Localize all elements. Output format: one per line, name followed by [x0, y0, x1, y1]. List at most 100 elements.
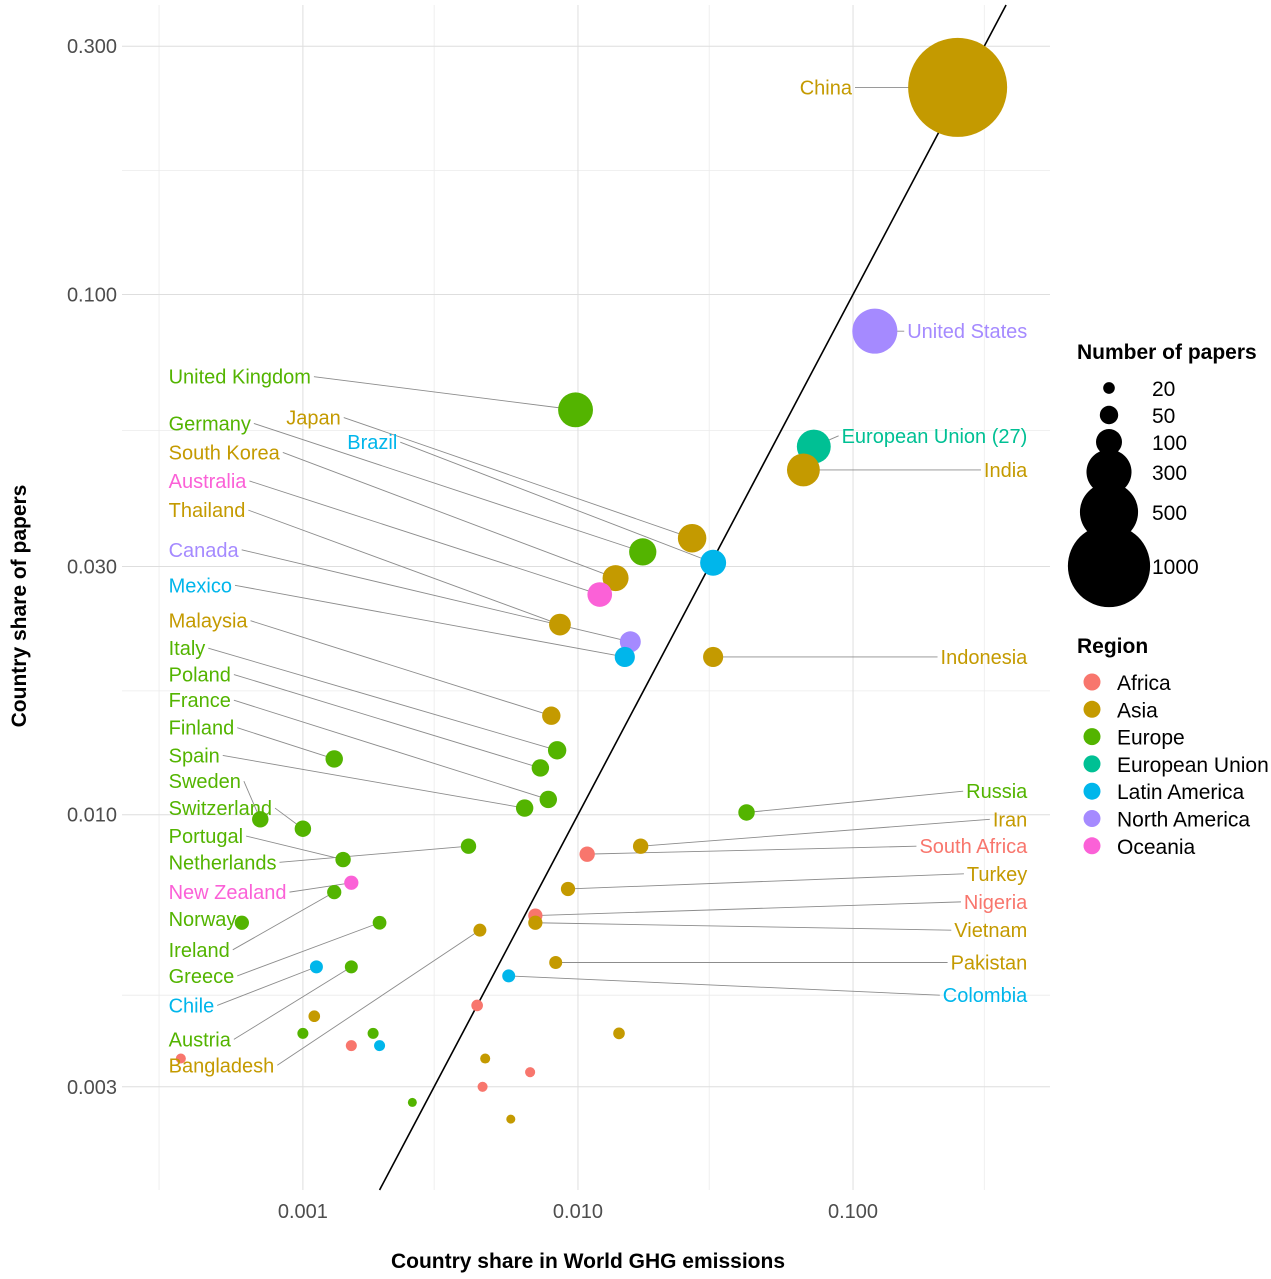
leader-nigeria — [535, 901, 961, 917]
label-italy: Italy — [169, 638, 206, 660]
axis-ticks: 0.001 0.010 0.100 0.003 0.010 0.030 0.100 0.300 — [67, 36, 878, 1223]
size-legend: Number of papers 20 50 100 300 500 1000 — [1067, 341, 1257, 608]
point-sweden — [252, 811, 269, 828]
size-legend-label: 1000 — [1152, 556, 1199, 579]
label-poland: Poland — [169, 665, 231, 687]
label-sweden: Sweden — [169, 771, 241, 793]
label-netherlands: Netherlands — [169, 852, 277, 874]
point-thailand — [549, 613, 571, 636]
region-legend-key — [1083, 728, 1101, 746]
region-legend-key — [1083, 755, 1101, 773]
point — [374, 1040, 386, 1052]
size-legend-key — [1099, 405, 1119, 425]
x-axis-title: Country share in World GHG emissions — [391, 1250, 785, 1273]
leader-turkey — [567, 873, 964, 890]
region-legend-key — [1083, 673, 1101, 691]
point — [525, 1067, 536, 1078]
size-legend-label: 100 — [1152, 432, 1187, 455]
point — [407, 1097, 417, 1107]
label-iran: Iran — [993, 809, 1027, 831]
label-spain: Spain — [169, 745, 220, 767]
point — [471, 999, 483, 1012]
point-germany — [629, 538, 657, 566]
leader-vietnam — [535, 922, 952, 931]
point-ireland — [327, 885, 342, 900]
grid — [122, 5, 1050, 1190]
label-china: China — [800, 77, 853, 99]
leader-ireland — [232, 891, 335, 951]
leader-iran — [640, 818, 990, 847]
label-canada: Canada — [169, 540, 240, 562]
label-ireland: Ireland — [169, 940, 230, 962]
label-austria: Austria — [169, 1029, 232, 1051]
leader-chile — [217, 966, 317, 1006]
point — [367, 1027, 379, 1039]
leader-finland — [237, 727, 335, 760]
point-japan — [677, 523, 707, 553]
size-legend-label: 300 — [1152, 462, 1187, 485]
region-legend-label: European Union — [1117, 754, 1269, 777]
leader-poland — [233, 674, 541, 769]
point-india — [786, 453, 820, 487]
point-norway — [234, 915, 249, 930]
size-legend-label: 20 — [1152, 378, 1175, 401]
size-legend-key — [1067, 524, 1151, 608]
region-legend-key — [1083, 810, 1101, 827]
size-legend-label: 50 — [1152, 405, 1175, 428]
label-turkey: Turkey — [967, 864, 1027, 886]
label-european-union-27: European Union (27) — [842, 426, 1028, 448]
label-switzerland: Switzerland — [169, 798, 272, 820]
point-finland — [325, 750, 343, 768]
label-mexico: Mexico — [169, 575, 232, 597]
leader-france — [233, 699, 549, 800]
label-france: France — [169, 690, 231, 712]
label-bangladesh: Bangladesh — [169, 1055, 275, 1077]
point-south-korea — [602, 565, 629, 592]
point-greece — [372, 915, 387, 930]
point-vietnam — [528, 915, 543, 930]
size-legend-key — [1103, 382, 1115, 394]
leader-new-zealand — [289, 882, 352, 893]
point-switzerland — [294, 820, 312, 837]
label-japan: Japan — [286, 408, 341, 430]
point — [297, 1027, 309, 1039]
point-bangladesh — [473, 923, 487, 937]
size-legend-key — [1096, 429, 1122, 455]
region-legend: Region Africa Asia Europe European Union Lat… — [1077, 635, 1269, 859]
label-norway: Norway — [169, 909, 237, 931]
point-pakistan — [549, 956, 563, 970]
point-france — [539, 790, 558, 809]
point — [613, 1027, 625, 1040]
point-russia — [738, 804, 755, 821]
leader-brazil — [400, 441, 714, 564]
size-legend-title: Number of papers — [1077, 341, 1257, 364]
point-indonesia — [703, 646, 724, 668]
label-brazil: Brazil — [347, 432, 397, 454]
label-colombia: Colombia — [943, 985, 1028, 1007]
leader-spain — [222, 755, 525, 809]
x-tick-label: 0.010 — [553, 1201, 603, 1223]
y-tick-label: 0.030 — [67, 556, 117, 578]
leader-canada — [241, 549, 631, 643]
label-thailand: Thailand — [169, 500, 246, 522]
y-tick-label: 0.010 — [67, 805, 117, 827]
point-new-zealand — [344, 875, 359, 890]
region-legend-label: Europe — [1117, 727, 1185, 750]
region-legend-key — [1083, 782, 1101, 800]
label-finland: Finland — [169, 718, 235, 740]
country-labels: China United States European Union (27) Ind… — [169, 77, 1029, 1077]
leader-malaysia — [250, 620, 552, 717]
point-turkey — [560, 881, 576, 897]
point-poland — [531, 759, 550, 777]
point — [506, 1114, 516, 1124]
label-malaysia: Malaysia — [169, 611, 249, 633]
label-greece: Greece — [169, 966, 235, 988]
label-pakistan: Pakistan — [951, 953, 1028, 975]
region-legend-label: Latin America — [1117, 781, 1245, 804]
label-south-africa: South Africa — [919, 836, 1028, 858]
leader-bangladesh — [277, 929, 481, 1066]
point-spain — [515, 799, 534, 817]
y-tick-label: 0.003 — [67, 1077, 117, 1099]
y-axis-title: Country share of papers — [8, 485, 31, 728]
